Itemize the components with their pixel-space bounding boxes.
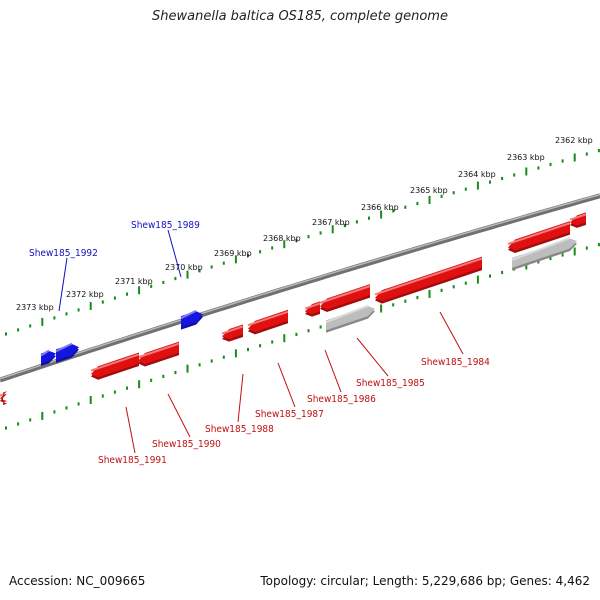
gene-label-reverse: Shew185_1985 [356, 378, 425, 389]
scale-label: 2363 kbp [507, 153, 545, 162]
leader-line [277, 362, 296, 408]
gene-arrow-reverse [0, 391, 7, 405]
leader-line [125, 406, 136, 454]
scale-label: 2364 kbp [458, 170, 496, 179]
gene-label-forward: Shew185_1989 [131, 220, 200, 231]
gene-label-forward: Shew185_1992 [29, 248, 98, 259]
scale-label: 2371 kbp [115, 277, 153, 286]
leader-line [167, 229, 182, 278]
gene-label-reverse: Shew185_1990 [152, 439, 221, 450]
scale-label: 2370 kbp [165, 263, 203, 272]
scale-label: 2365 kbp [410, 186, 448, 195]
genome-backbone [0, 193, 600, 383]
leader-line [58, 257, 68, 312]
gene-label-reverse: Shew185_1987 [255, 409, 324, 420]
map-title: Shewanella baltica OS185, complete genom… [152, 9, 448, 24]
gene-arrow-forward [180, 309, 203, 330]
lower-tick-row [5, 243, 600, 430]
scale-label: 2367 kbp [312, 218, 350, 227]
gene-arrow-pseudo [511, 237, 577, 271]
leader-line [324, 349, 342, 393]
upper-tick-row [5, 149, 600, 336]
gene-arrow-forward [40, 349, 56, 367]
gene-arrow-reverse [221, 324, 244, 342]
leader-line [356, 337, 389, 377]
scale-label: 2368 kbp [263, 234, 301, 243]
gene-arrow-pseudo [325, 304, 375, 333]
leader-line [439, 311, 464, 355]
scale-label: 2373 kbp [16, 303, 54, 312]
accession-text: Accession: NC_009665 [9, 574, 146, 588]
scale-label: 2362 kbp [555, 136, 593, 145]
gene-arrow-reverse [90, 352, 140, 380]
scale-label: 2366 kbp [361, 203, 399, 212]
gene-label-reverse: Shew185_1986 [307, 394, 376, 405]
scale-label: 2369 kbp [214, 249, 252, 258]
gene-arrow-reverse [374, 256, 483, 304]
gene-arrow-reverse [569, 212, 587, 228]
genome-summary-text: Topology: circular; Length: 5,229,686 bp… [260, 574, 590, 588]
genome-backbone-highlight [0, 193, 600, 380]
gene-label-reverse: Shew185_1988 [205, 424, 274, 435]
gene-label-reverse: Shew185_1984 [421, 357, 490, 368]
gene-label-reverse: Shew185_1991 [98, 455, 167, 466]
leader-line [167, 393, 191, 438]
gene-arrow-reverse [319, 284, 371, 313]
gene-arrow-reverse [247, 309, 289, 335]
gene-arrow-reverse [507, 221, 571, 254]
leader-line [237, 373, 244, 423]
gene-arrow-forward [55, 342, 79, 363]
gene-arrow-reverse [304, 301, 321, 317]
gene-arrow-reverse [137, 341, 180, 367]
scale-label: 2372 kbp [66, 290, 104, 299]
